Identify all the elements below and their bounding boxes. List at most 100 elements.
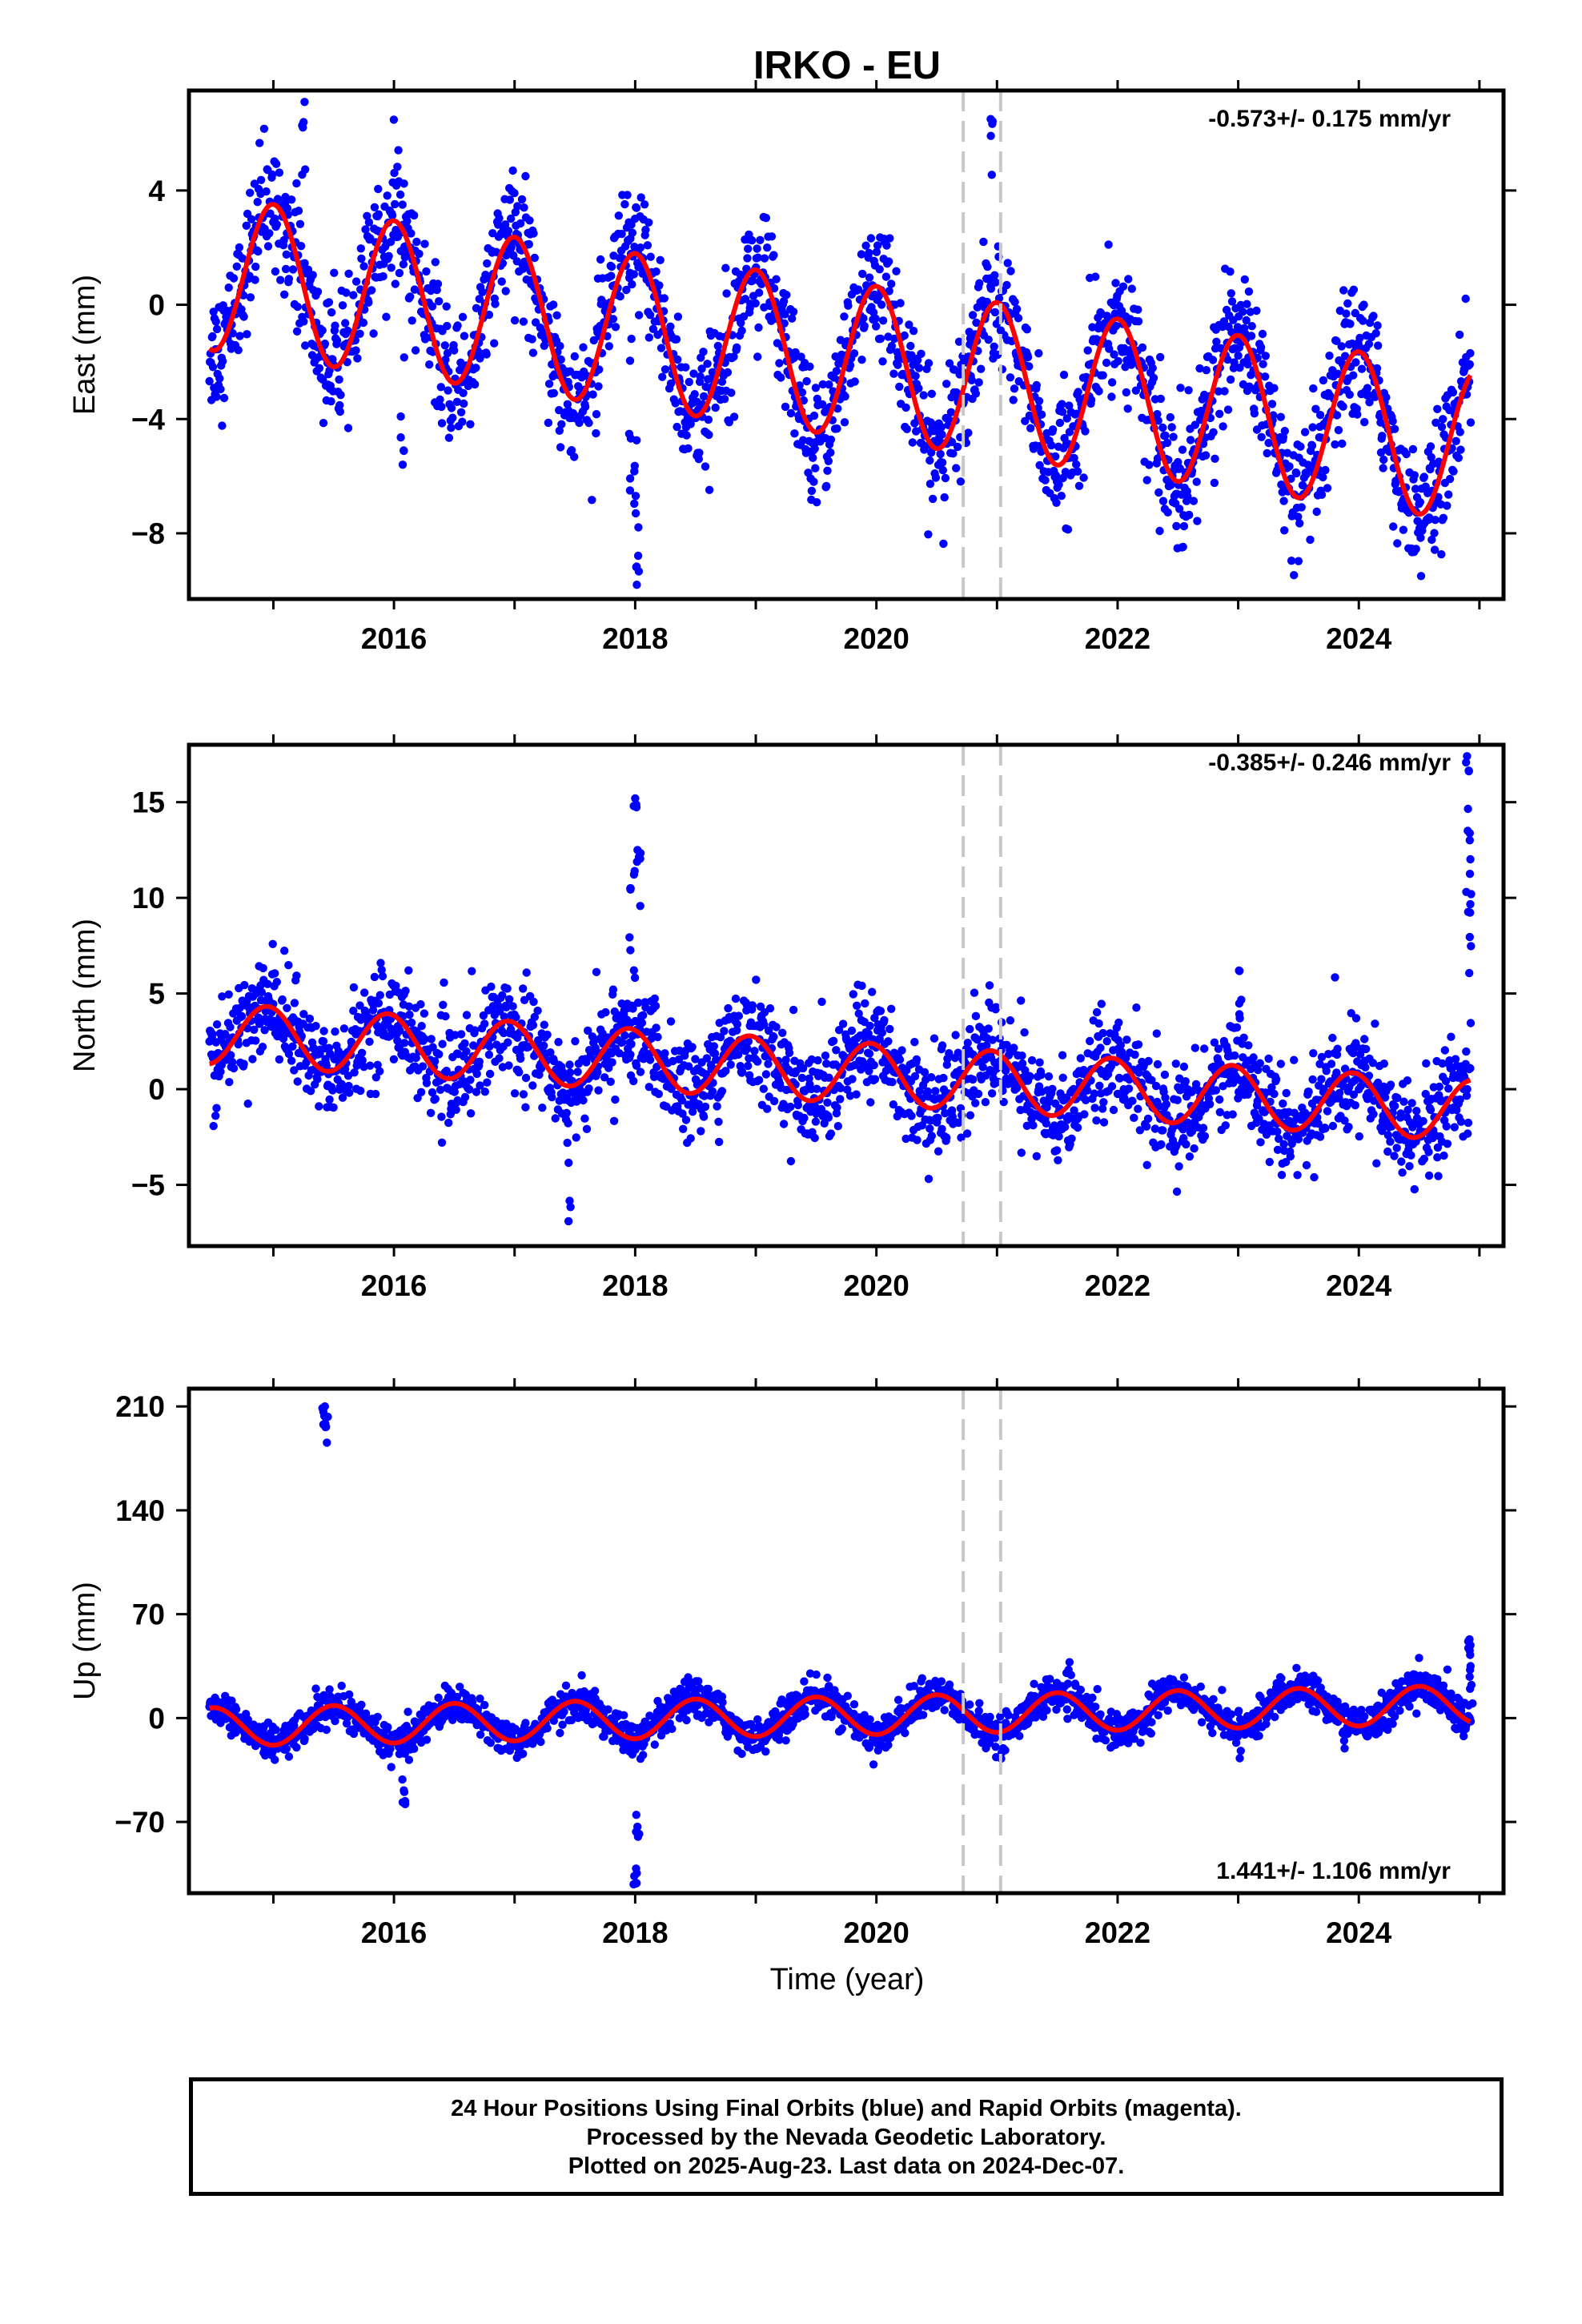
data-point (425, 360, 434, 369)
data-point (963, 1039, 973, 1047)
data-point (848, 1075, 857, 1084)
data-point (1355, 1132, 1364, 1141)
data-point (1128, 1096, 1137, 1105)
data-point (1175, 505, 1184, 513)
data-point (966, 1024, 974, 1034)
data-point (1065, 401, 1074, 410)
data-point (1107, 392, 1116, 401)
data-point (826, 448, 835, 457)
data-point (1455, 330, 1464, 340)
data-point (1018, 1051, 1026, 1060)
data-point (877, 300, 886, 309)
data-point (1280, 427, 1290, 436)
data-point (353, 354, 362, 363)
y-tick-label: 5 (148, 978, 165, 1011)
data-point (515, 1068, 524, 1077)
data-point (1099, 1098, 1108, 1107)
data-point (942, 1133, 951, 1142)
data-point (1421, 482, 1430, 491)
data-point (644, 333, 653, 342)
data-point (483, 1078, 492, 1087)
data-point (524, 239, 533, 249)
data-point (938, 1041, 947, 1050)
data-point (502, 1003, 511, 1012)
data-point (737, 326, 746, 336)
data-point (218, 992, 227, 1001)
data-point (528, 1081, 537, 1090)
data-point (1386, 1137, 1395, 1146)
data-point (320, 340, 330, 348)
data-point (972, 318, 981, 328)
data-point (377, 965, 386, 975)
data-point (767, 232, 777, 241)
data-point (288, 265, 298, 274)
data-point (709, 1042, 718, 1051)
data-point (701, 462, 710, 471)
data-point (1023, 352, 1033, 362)
data-point (1124, 1084, 1134, 1093)
data-points (205, 98, 1476, 589)
data-point (1148, 364, 1157, 372)
outlier-point (625, 356, 635, 365)
data-point (1430, 529, 1439, 537)
data-point (327, 397, 335, 406)
data-point (1111, 321, 1121, 331)
data-point (331, 1027, 339, 1036)
data-point (1226, 375, 1235, 384)
data-point (1317, 1052, 1327, 1062)
data-point (358, 1055, 367, 1065)
outlier-point (636, 849, 645, 858)
data-point (271, 1755, 279, 1764)
data-point (793, 1100, 802, 1110)
data-point (1243, 300, 1251, 308)
data-point (748, 1001, 757, 1010)
data-point (1027, 1055, 1037, 1065)
data-point (738, 1068, 747, 1076)
data-point (711, 403, 720, 412)
data-point (1339, 402, 1347, 411)
data-point (648, 324, 658, 333)
data-point (300, 259, 309, 267)
data-point (931, 1087, 940, 1096)
data-point (927, 1073, 936, 1082)
data-point (1349, 371, 1358, 380)
data-point (701, 1102, 710, 1112)
data-point (389, 115, 399, 124)
data-point (620, 199, 629, 209)
data-point (947, 437, 957, 447)
data-point (884, 257, 893, 266)
data-point (271, 1725, 280, 1735)
data-point (1464, 1129, 1472, 1138)
data-point (325, 1685, 334, 1694)
data-point (1105, 344, 1114, 353)
data-point (623, 191, 632, 199)
data-point (616, 292, 624, 301)
data-point (849, 349, 859, 358)
data-point (229, 274, 239, 283)
data-point (525, 216, 534, 225)
data-point (1325, 352, 1334, 360)
data-point (942, 1060, 952, 1069)
data-point (373, 1060, 382, 1070)
data-point (1389, 522, 1398, 531)
data-point (713, 341, 722, 351)
data-point (1163, 508, 1172, 517)
data-point (733, 1026, 741, 1035)
data-point (813, 498, 821, 507)
data-point (797, 388, 807, 397)
data-point (655, 281, 664, 290)
data-point (1439, 513, 1448, 522)
data-point (335, 407, 344, 416)
data-point (1182, 1140, 1191, 1149)
data-point (708, 1087, 717, 1096)
data-point (1123, 404, 1132, 413)
data-point (1067, 1134, 1076, 1144)
data-point (364, 298, 373, 307)
data-point (237, 1011, 247, 1021)
data-point (763, 243, 772, 252)
data-point (403, 216, 412, 226)
data-point (1431, 516, 1439, 525)
data-point (652, 1023, 661, 1032)
data-point (1062, 414, 1072, 423)
data-point (505, 195, 514, 204)
